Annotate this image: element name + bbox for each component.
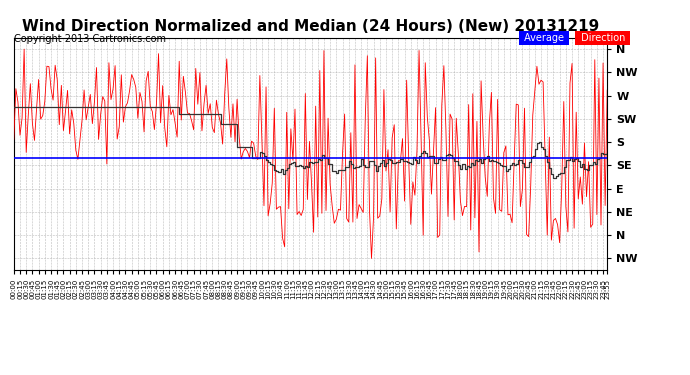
Text: Copyright 2013 Cartronics.com: Copyright 2013 Cartronics.com xyxy=(14,34,166,44)
Text: Average: Average xyxy=(521,33,567,43)
Text: Direction: Direction xyxy=(578,33,628,43)
Text: Wind Direction Normalized and Median (24 Hours) (New) 20131219: Wind Direction Normalized and Median (24… xyxy=(22,19,599,34)
